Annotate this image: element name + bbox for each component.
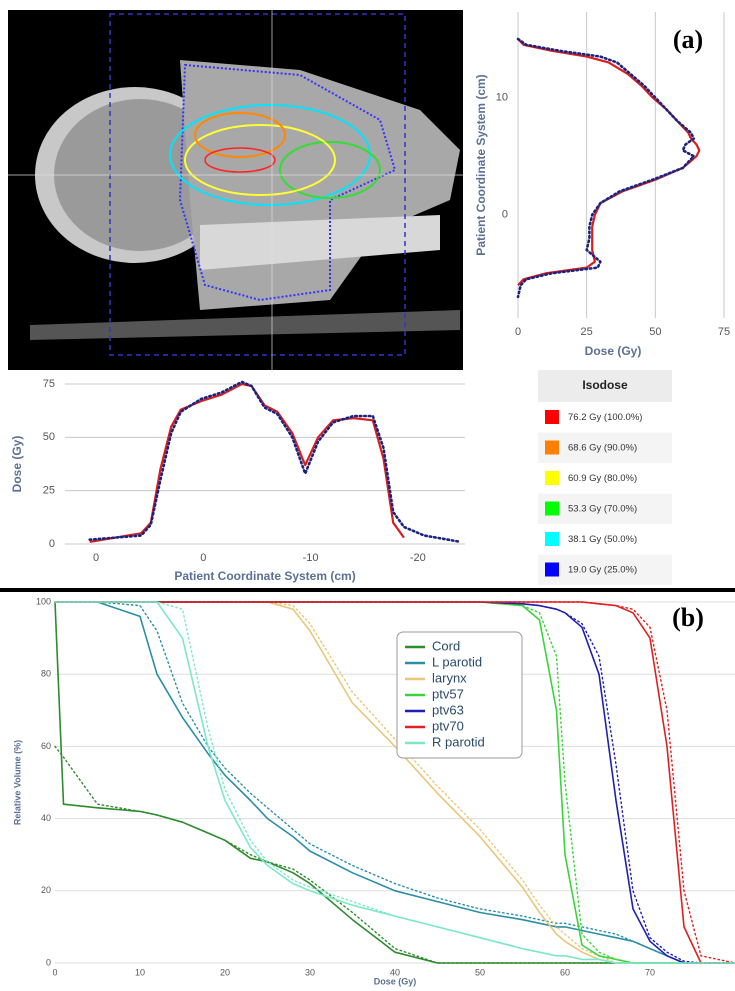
x-tick-label: 50 <box>475 967 485 977</box>
contour <box>178 63 397 302</box>
y-axis-label: Dose (Gy) <box>10 436 24 493</box>
y-tick-label: 0 <box>49 538 55 550</box>
data-line <box>54 601 735 964</box>
table-row-bg <box>538 554 672 585</box>
color-swatch <box>545 501 559 516</box>
isodose-table: Isodose 76.2 Gy (100.0%) 68.6 Gy (90.0%) 6… <box>538 370 672 585</box>
x-tick-label: 0 <box>200 552 206 564</box>
table-cell: 19.0 Gy (25.0%) <box>568 565 637 576</box>
y-tick-label: 10 <box>496 91 508 103</box>
table-row-bg <box>538 432 672 463</box>
legend-box <box>396 631 523 759</box>
data-line <box>55 601 735 964</box>
x-tick-label: 10 <box>135 967 145 977</box>
contour <box>184 124 336 196</box>
couch <box>30 310 460 340</box>
contour <box>279 141 381 199</box>
table-cell: 76.2 Gy (100.0%) <box>568 412 642 423</box>
data-line <box>54 601 735 964</box>
table-row-bg <box>538 493 672 524</box>
x-axis-label: Dose (Gy) <box>585 344 642 358</box>
y-tick-label: 50 <box>43 431 55 443</box>
contour <box>194 112 286 158</box>
table-row-bg <box>538 402 672 433</box>
table-header-bg <box>538 370 672 402</box>
x-tick-label: -10 <box>303 552 319 564</box>
x-tick-label: 0 <box>93 552 99 564</box>
legend-label: ptv70 <box>432 718 464 733</box>
data-line <box>517 38 701 286</box>
table-cell: 38.1 Gy (50.0%) <box>568 534 637 545</box>
table-cell: 53.3 Gy (70.0%) <box>568 504 637 515</box>
x-tick-label: -20 <box>410 552 426 564</box>
table-cell: 60.9 Gy (80.0%) <box>568 473 637 484</box>
color-swatch <box>545 440 559 455</box>
panel-label: (a) <box>673 25 703 54</box>
data-line <box>88 380 462 544</box>
legend-label: R parotid <box>432 734 485 749</box>
data-line <box>516 37 696 299</box>
field-outline <box>109 13 406 356</box>
y-tick-label: 25 <box>43 485 55 497</box>
table-header: Isodose <box>582 378 628 392</box>
x-tick-label: 75 <box>718 326 730 338</box>
ct-image <box>8 10 463 370</box>
x-axis-label: Patient Coordinate System (cm) <box>174 569 355 583</box>
legend-label: L parotid <box>432 654 482 669</box>
contour <box>204 147 276 173</box>
y-tick-label: 100 <box>36 596 51 606</box>
y-tick-label: 75 <box>43 378 55 390</box>
y-tick-label: 0 <box>502 209 508 221</box>
data-line <box>54 601 735 964</box>
panel-label: (b) <box>672 603 704 632</box>
x-tick-label: 60 <box>560 967 570 977</box>
color-swatch <box>545 410 559 424</box>
color-swatch <box>545 471 559 485</box>
y-axis-label: Patient Coordinate System (cm) <box>474 74 488 255</box>
y-axis-label: Relative Volume (%) <box>12 740 22 825</box>
color-swatch <box>545 532 559 546</box>
table-row-bg <box>538 463 672 494</box>
x-tick-label: 50 <box>649 326 661 338</box>
x-tick-label: 40 <box>390 967 400 977</box>
x-tick-label: 25 <box>581 326 593 338</box>
y-tick-label: 40 <box>41 813 51 823</box>
x-tick-label: 0 <box>52 967 57 977</box>
y-tick-label: 80 <box>41 669 51 679</box>
data-line <box>54 745 735 964</box>
y-tick-label: 0 <box>46 957 51 967</box>
legend-label: ptv57 <box>432 686 464 701</box>
x-tick-label: 30 <box>305 967 315 977</box>
x-tick-label: 20 <box>220 967 230 977</box>
legend-label: ptv63 <box>432 702 464 717</box>
color-swatch <box>545 562 559 577</box>
table-row-bg <box>538 524 672 555</box>
y-tick-label: 20 <box>41 885 51 895</box>
data-line <box>89 382 405 543</box>
y-tick-label: 60 <box>41 741 51 751</box>
x-tick-label: 0 <box>515 326 521 338</box>
legend-label: Cord <box>432 638 460 653</box>
x-tick-label: 70 <box>645 967 655 977</box>
spine <box>200 215 440 270</box>
table-cell: 68.6 Gy (90.0%) <box>568 443 637 454</box>
legend-label: larynx <box>432 670 467 685</box>
x-axis-label: Dose (Gy) <box>374 976 417 986</box>
contour <box>169 104 371 206</box>
